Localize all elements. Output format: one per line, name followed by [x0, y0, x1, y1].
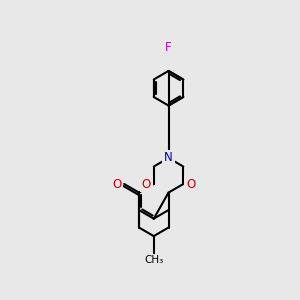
Text: O: O [142, 178, 151, 190]
Text: O: O [186, 178, 195, 190]
Text: CH₃: CH₃ [144, 255, 164, 265]
Text: F: F [165, 41, 172, 54]
Text: N: N [164, 152, 173, 164]
Text: O: O [112, 178, 122, 190]
